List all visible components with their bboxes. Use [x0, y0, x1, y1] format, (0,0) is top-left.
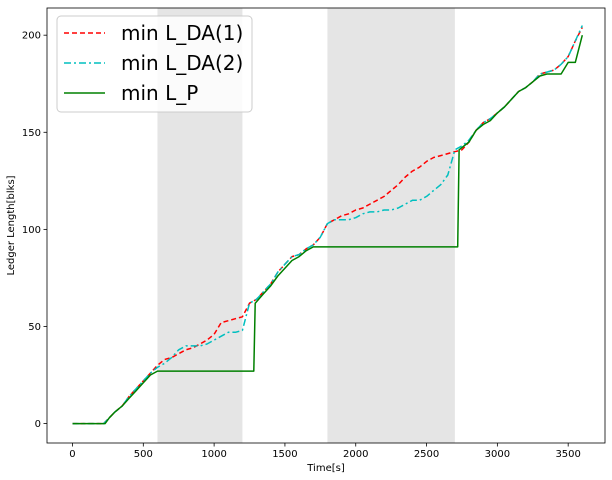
x-tick-label-3000: 3000	[485, 449, 510, 460]
legend-label-3: min L_P	[121, 81, 198, 105]
y-axis-label: Ledger Length[blks]	[6, 175, 17, 275]
y-tick-label-0: 0	[35, 419, 41, 430]
shaded-interval-2	[327, 8, 455, 443]
x-tick-label-1000: 1000	[201, 449, 226, 460]
legend: min L_DA(1)min L_DA(2)min L_P	[56, 15, 253, 113]
legend-label-1: min L_DA(1)	[121, 21, 243, 45]
x-tick-label-1500: 1500	[272, 449, 297, 460]
x-tick-label-0: 0	[69, 449, 75, 460]
y-tick-label-100: 100	[22, 225, 41, 236]
y-tick-label-50: 50	[28, 322, 41, 333]
x-tick-label-2000: 2000	[343, 449, 368, 460]
y-tick-label-150: 150	[22, 128, 41, 139]
y-tick-label-200: 200	[22, 31, 41, 42]
x-tick-label-3500: 3500	[555, 449, 580, 460]
series-line-3	[72, 35, 584, 425]
legend-label-2: min L_DA(2)	[121, 51, 243, 75]
plot-frame	[46, 7, 606, 444]
x-axis-label: Time[s]	[306, 463, 345, 474]
x-tick-label-500: 500	[134, 449, 153, 460]
legend-box	[56, 15, 253, 113]
x-tick-label-2500: 2500	[414, 449, 439, 460]
